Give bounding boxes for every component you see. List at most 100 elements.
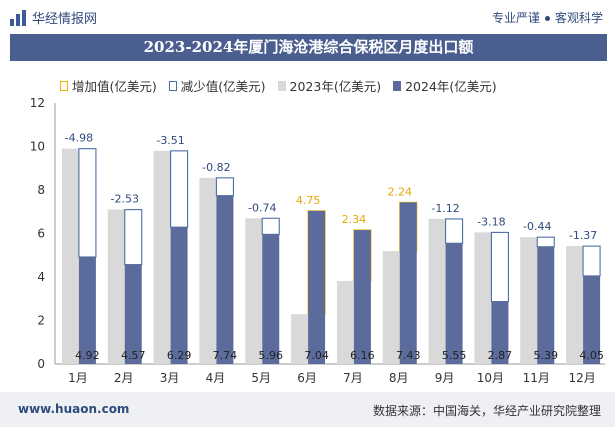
change-label: -3.51 [156,134,184,147]
bar-2024 [216,195,234,364]
footer: www.huaon.com 数据来源：中国海关，华经产业研究院整理 [0,392,615,427]
site-link[interactable]: www.huaon.com [18,402,130,416]
value-label-2024: 2.87 [488,349,513,362]
bar-2024 [353,230,371,364]
bar-decrease [490,231,509,303]
data-source: 数据来源：中国海关，华经产业研究院整理 [372,404,601,418]
change-label: -0.74 [248,201,276,214]
bar-2023 [428,218,446,364]
tagline-left: 专业严谨 [491,11,540,25]
legend-swatch-decrease [168,80,177,91]
x-tick-label: 2月 [114,371,134,385]
brand-name: 华经情报网 [32,12,98,27]
bar-2023 [520,237,538,364]
change-label: -0.44 [523,220,551,233]
x-tick-label: 10月 [477,371,504,385]
value-label-2024: 4.92 [75,349,100,362]
x-tick-label: 6月 [297,371,317,385]
bar-2023 [153,150,171,364]
value-label-2024: 7.74 [213,349,238,362]
y-tick-label: 6 [37,227,45,241]
legend-item-increase: 增加值(亿美元) [60,76,157,95]
change-label: -1.12 [431,202,459,215]
bar-chart-logo-icon [10,9,26,26]
legend: 增加值(亿美元) 减少值(亿美元) 2023年(亿美元) 2024年(亿美元) [60,76,497,95]
tagline-right: 客观科学 [554,11,603,25]
value-label-2024: 4.57 [121,349,146,362]
x-tick-label: 3月 [160,371,180,385]
bar-2023 [61,148,79,364]
legend-item-2024: 2024年(亿美元) [393,76,497,95]
legend-swatch-increase [60,80,68,91]
bar-decrease [261,217,280,235]
change-label: 2.34 [342,213,367,226]
value-label-2024: 6.29 [167,349,192,362]
y-tick-label: 10 [30,140,45,154]
legend-label-2024: 2024年(亿美元) [405,79,497,94]
change-label: 4.75 [296,194,321,207]
bar-2024 [78,256,96,364]
bar-2024 [170,227,188,364]
bar-2023 [291,314,309,364]
change-label: 2.24 [388,185,413,198]
bar-decrease [536,236,555,248]
legend-item-decrease: 减少值(亿美元) [168,76,266,95]
chart-title: 2023-2024年厦门海沧港综合保税区月度出口额 [143,38,474,56]
bar-chart: 0 2 4 6 8 10 12 -4.98 4.92 1月 -2.53 4.57 2月 -3.51 6.29… [30,96,605,385]
legend-swatch-2024 [393,80,402,91]
bar-decrease [215,177,234,197]
bar-2024 [445,243,463,364]
value-label-2024: 7.43 [396,349,421,362]
separator-dot-icon [544,16,550,21]
value-label-2024: 7.04 [304,349,329,362]
bar-2023 [199,177,217,364]
x-tick-label: 1月 [68,371,88,385]
change-label: -0.82 [202,161,230,174]
bar-2024 [124,264,142,364]
change-label: -1.37 [569,229,597,242]
bar-2024 [491,301,509,364]
bar-2024 [537,246,555,364]
y-tick-label: 0 [37,357,45,371]
value-label-2024: 5.39 [534,349,559,362]
value-label-2024: 5.96 [259,349,284,362]
bar-decrease [445,218,464,244]
change-label: -4.98 [65,132,93,145]
brand[interactable]: 华经情报网 [10,8,97,27]
x-tick-label: 7月 [343,371,363,385]
x-tick-label: 5月 [251,371,271,385]
bar-2024 [262,234,280,364]
legend-label-2023: 2023年(亿美元) [289,79,382,94]
legend-swatch-2023 [277,80,286,91]
bar-2024 [308,210,326,364]
bar-2023 [474,232,492,364]
bar-2024 [399,202,417,364]
bar-2023 [245,218,263,364]
bar-decrease [582,245,601,277]
y-tick-label: 8 [37,183,45,197]
legend-label-increase: 增加值(亿美元) [72,79,157,94]
bar-decrease [124,209,143,266]
y-tick-label: 2 [37,314,45,328]
y-tick-label: 4 [37,270,45,284]
bar-2023 [107,209,125,364]
bar-2023 [336,280,354,364]
bar-2024 [583,275,601,364]
bar-decrease [78,148,97,258]
top-bar: 华经情报网 专业严谨 客观科学 [0,0,615,34]
change-label: -2.53 [111,193,139,206]
x-tick-label: 9月 [435,371,455,385]
change-label: -3.18 [477,215,505,228]
bar-2023 [382,251,400,364]
y-tick-label: 12 [30,96,45,110]
x-tick-label: 8月 [389,371,409,385]
x-tick-label: 12月 [568,371,595,385]
value-label-2024: 4.05 [579,349,604,362]
value-label-2024: 6.16 [350,349,375,362]
bar-decrease [170,150,189,228]
legend-label-decrease: 减少值(亿美元) [180,79,266,94]
x-tick-label: 11月 [523,371,550,385]
tagline: 专业严谨 客观科学 [492,9,603,26]
bar-2023 [566,246,584,364]
title-bar: 2023-2024年厦门海沧港综合保税区月度出口额 [10,34,607,61]
